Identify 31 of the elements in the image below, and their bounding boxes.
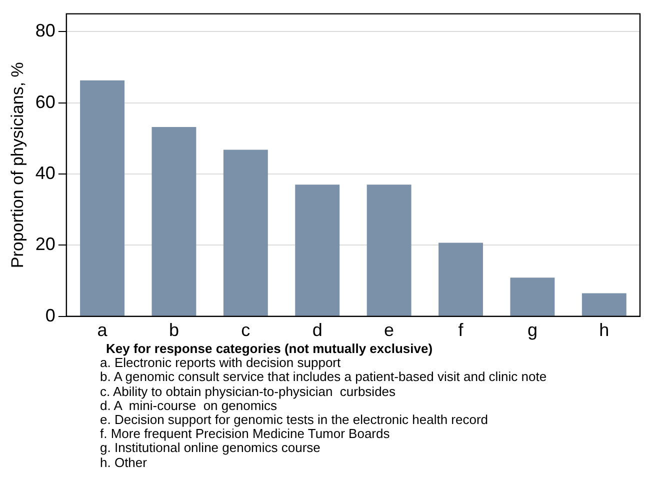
- text: g. Institutional online genomics course: [100, 440, 322, 456]
- x-tick-label: f: [458, 320, 464, 340]
- x-tick-label: h: [599, 320, 610, 340]
- x-tick-label: e: [384, 320, 394, 340]
- bar: [80, 80, 124, 316]
- bar: [295, 184, 340, 316]
- bar: [223, 150, 268, 316]
- bar: [510, 278, 555, 316]
- text: c. Ability to obtain physician-to-physician curbsides: [100, 384, 396, 399]
- x-tick-label: g: [527, 320, 538, 340]
- text: e. Decision support for genomic tests in the electronic health record: [100, 412, 490, 428]
- bar: [438, 242, 483, 316]
- x-tick-label: d: [312, 320, 322, 340]
- text: h. Other: [100, 454, 148, 470]
- bar: [582, 293, 626, 316]
- x-tick-label: c: [241, 320, 250, 340]
- bar: [366, 184, 412, 316]
- text: d. A mini-course on genomics: [100, 398, 278, 414]
- y-tick-label: 0: [45, 305, 56, 326]
- y-axis-title: Proportion of physicians, %: [8, 62, 27, 268]
- text: f. More frequent Precision Medicine Tumor Boards: [100, 426, 391, 442]
- x-tick-label: b: [168, 320, 179, 340]
- text: b. A genomic consult service that includes a patient-based visit and clinic note: [100, 369, 548, 385]
- bar: [152, 127, 196, 316]
- y-tick-label: 80: [35, 20, 56, 41]
- y-tick-label: 60: [35, 92, 56, 112]
- text: a. Electronic reports with decision support: [100, 355, 341, 370]
- y-tick-label: 20: [35, 234, 56, 254]
- x-tick-label: a: [97, 320, 108, 340]
- y-tick-label: 40: [35, 162, 56, 183]
- text: Key for response categories (not mutually exclusive): [106, 341, 434, 356]
